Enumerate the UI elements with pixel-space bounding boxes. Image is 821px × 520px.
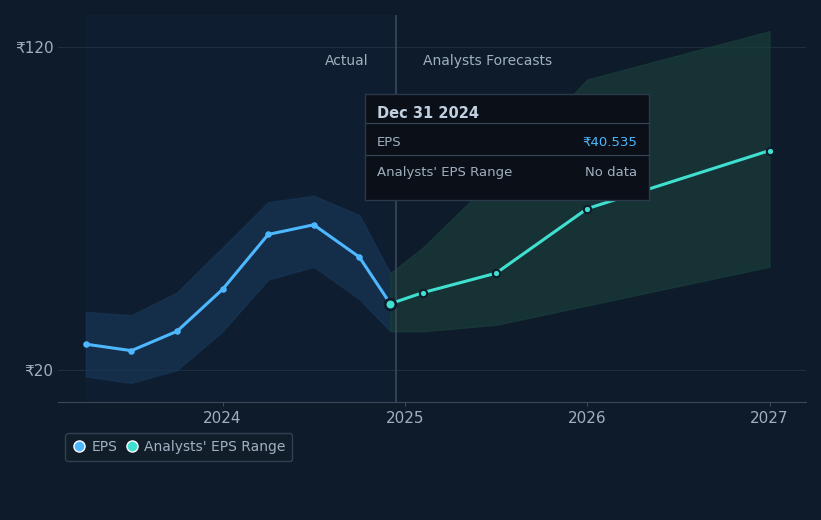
Text: Analysts Forecasts: Analysts Forecasts xyxy=(423,54,553,68)
Point xyxy=(171,327,184,335)
Text: Actual: Actual xyxy=(325,54,369,68)
Text: Dec 31 2024: Dec 31 2024 xyxy=(377,107,479,121)
Point xyxy=(383,300,397,308)
Point xyxy=(489,269,502,277)
Text: Analysts' EPS Range: Analysts' EPS Range xyxy=(377,166,512,179)
Point xyxy=(216,285,229,293)
Point xyxy=(763,147,776,155)
Point xyxy=(580,204,594,213)
Text: ₹40.535: ₹40.535 xyxy=(582,136,637,149)
Point xyxy=(353,253,366,261)
Point xyxy=(307,220,320,229)
Bar xyxy=(86,15,396,402)
Point xyxy=(416,289,429,297)
Point xyxy=(125,346,138,355)
Point xyxy=(262,230,275,239)
Point xyxy=(80,340,93,348)
Point xyxy=(383,300,397,308)
Text: No data: No data xyxy=(585,166,637,179)
Point xyxy=(383,300,397,308)
Text: EPS: EPS xyxy=(377,136,401,149)
Legend: EPS, Analysts' EPS Range: EPS, Analysts' EPS Range xyxy=(66,433,292,461)
